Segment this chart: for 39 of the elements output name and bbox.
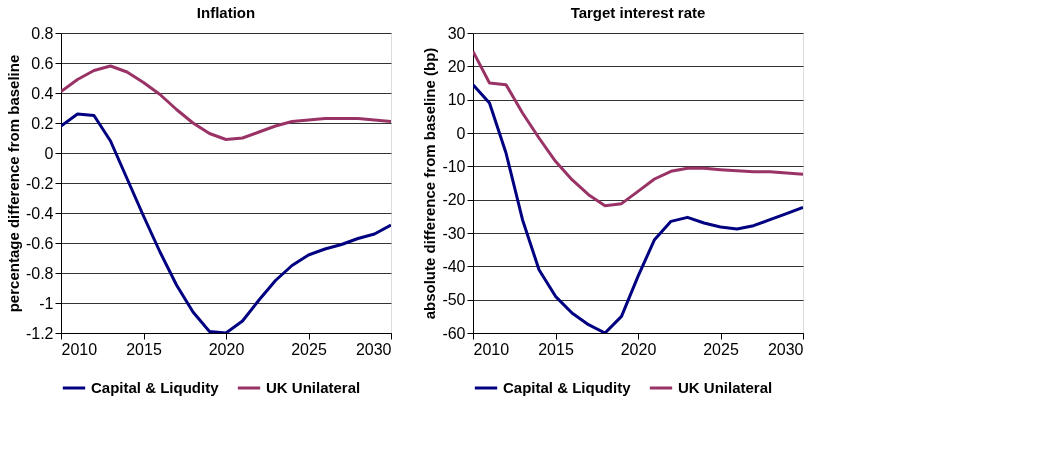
y-tick-label: -0.6	[25, 234, 54, 252]
x-tick-label: 2010	[473, 340, 510, 358]
y-tick-label: -40	[442, 257, 466, 275]
y-tick-label: 0.8	[31, 24, 54, 42]
y-tick-label: -20	[442, 191, 466, 209]
x-tick-label: 2030	[767, 340, 804, 358]
x-tick-label: 2015	[538, 340, 574, 358]
y-tick-label: -10	[442, 157, 466, 175]
legend-label: UK Unilateral	[678, 379, 773, 396]
x-tick-label: 2030	[355, 340, 392, 358]
y-tick-label: 10	[447, 91, 466, 109]
y-tick-label: -0.2	[25, 174, 54, 192]
y-tick-label: 0.6	[31, 54, 54, 72]
legend-label: Capital & Liqudity	[91, 379, 220, 396]
y-tick-label: -0.8	[25, 264, 54, 282]
y-tick-label: 20	[447, 57, 466, 75]
x-tick-label: 2025	[291, 340, 327, 358]
y-tick-label: -50	[442, 291, 466, 309]
x-tick-label: 2025	[703, 340, 739, 358]
y-tick-label: -1.2	[25, 324, 54, 342]
y-tick-label: 0	[44, 144, 54, 162]
y-tick-label: -1	[39, 294, 54, 312]
legend-label: Capital & Liqudity	[503, 379, 632, 396]
y-tick-label: -30	[442, 224, 466, 242]
y-axis-title: absolute difference from baseline (bp)	[421, 47, 439, 320]
chart-title: Target interest rate	[570, 4, 706, 21]
x-tick-label: 2020	[208, 340, 245, 358]
y-tick-label: 0	[456, 124, 466, 142]
y-tick-label: -60	[442, 324, 466, 342]
x-tick-label: 2015	[126, 340, 162, 358]
y-tick-label: 30	[447, 24, 466, 42]
y-tick-label: 0.2	[31, 114, 54, 132]
x-tick-label: 2020	[620, 340, 657, 358]
y-tick-label: -0.4	[25, 204, 54, 222]
x-tick-label: 2010	[61, 340, 98, 358]
y-axis-title: percentage difference from baseline	[4, 54, 22, 313]
chart-title: Inflation	[196, 4, 256, 21]
legend-label: UK Unilateral	[266, 379, 361, 396]
y-tick-label: 0.4	[31, 84, 54, 102]
